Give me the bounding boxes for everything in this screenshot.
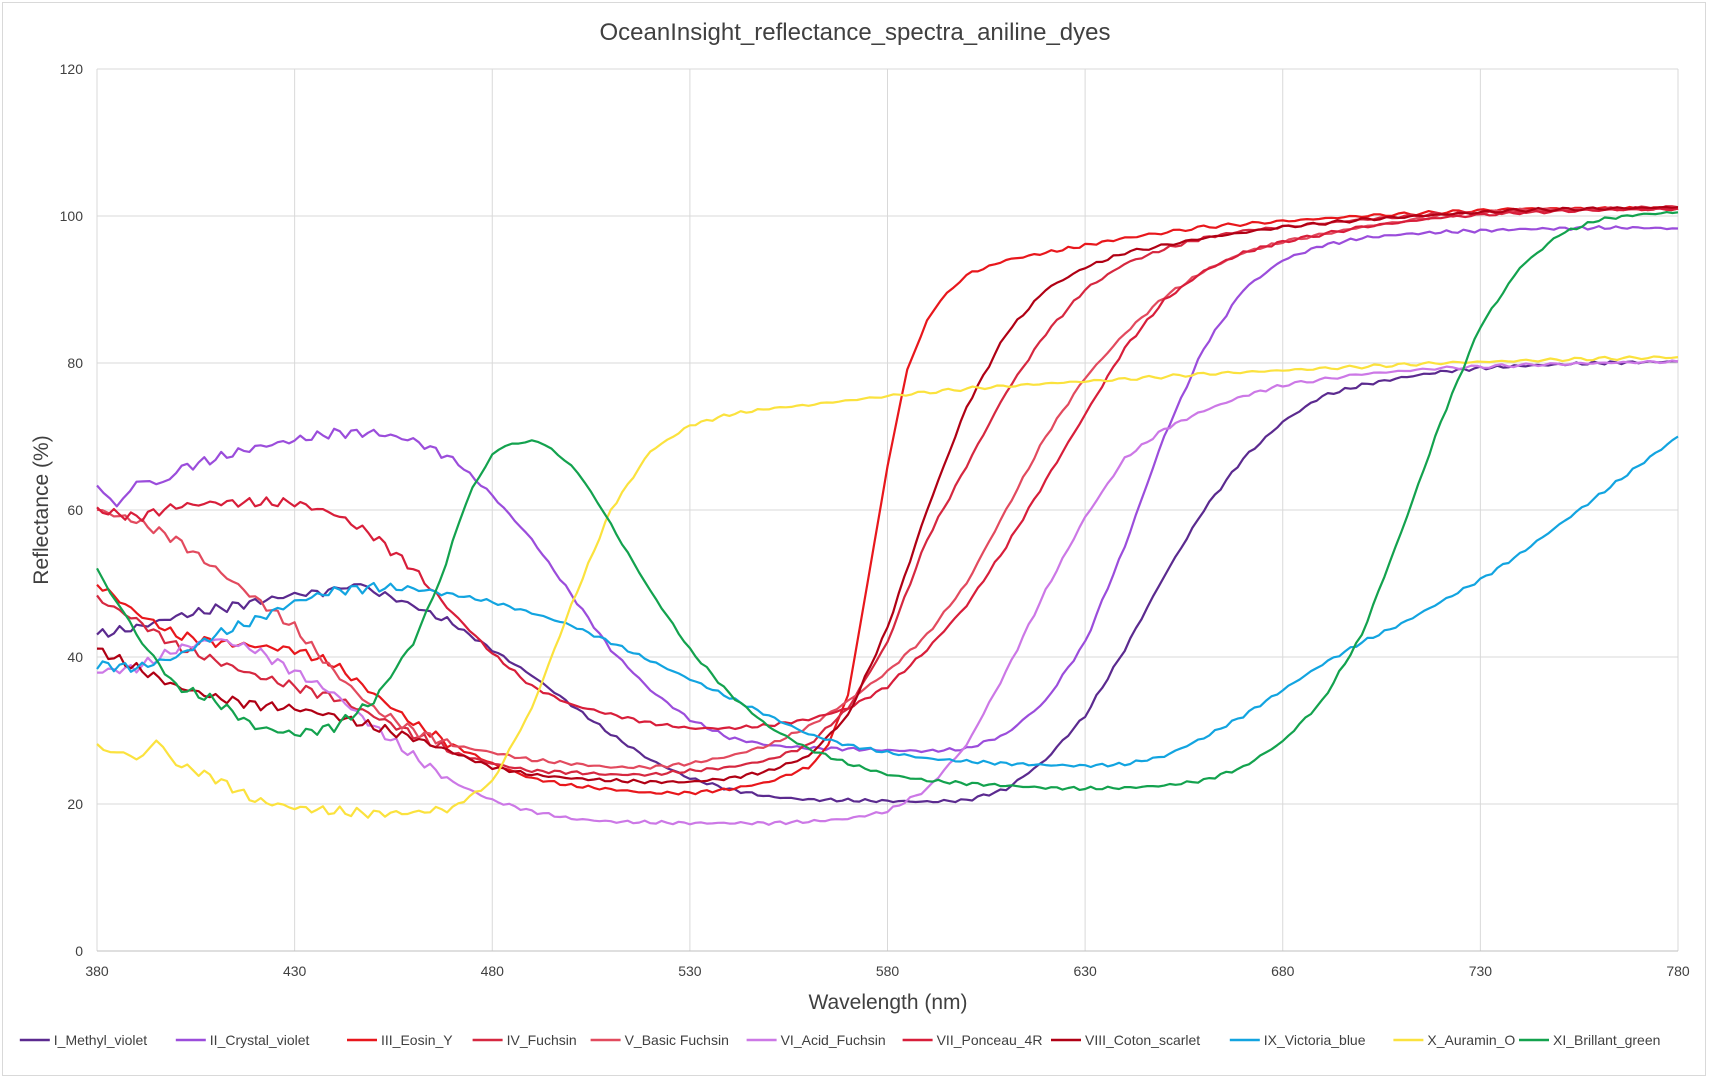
y-axis-title: Reflectance (%) xyxy=(30,435,53,584)
x-tick-label: 530 xyxy=(678,963,702,979)
legend-item: II_Crystal_violet xyxy=(175,1032,310,1048)
y-tick-label: 0 xyxy=(75,943,83,959)
x-tick-label: 430 xyxy=(283,963,307,979)
series-line xyxy=(96,205,1679,796)
legend-item: VII_Ponceau_4R xyxy=(902,1032,1043,1048)
legend-label: I_Methyl_violet xyxy=(54,1032,147,1048)
legend-label: IX_Victoria_blue xyxy=(1264,1032,1366,1048)
y-tick-label: 100 xyxy=(60,208,84,224)
x-tick-label: 580 xyxy=(876,963,900,979)
legend-label: III_Eosin_Y xyxy=(381,1032,453,1048)
series-line xyxy=(96,360,1679,804)
legend-label: VII_Ponceau_4R xyxy=(937,1032,1043,1048)
x-tick-label: 630 xyxy=(1073,963,1097,979)
legend-item: V_Basic Fuchsin xyxy=(590,1032,729,1048)
legend-item: I_Methyl_violet xyxy=(19,1032,147,1048)
legend-item: IV_Fuchsin xyxy=(472,1032,577,1048)
axes: 0 20 40 60 80 100 120 380 430 480 530 580 630 680 730 7… xyxy=(60,61,1690,979)
legend-label: II_Crystal_violet xyxy=(210,1032,310,1048)
x-tick-label: 780 xyxy=(1666,963,1690,979)
gridlines xyxy=(96,68,1679,952)
series-line xyxy=(96,225,1679,754)
series-lines xyxy=(96,205,1679,826)
x-tick-label: 380 xyxy=(85,963,109,979)
y-tick-label: 40 xyxy=(67,649,83,665)
legend-item: VI_Acid_Fuchsin xyxy=(746,1032,886,1048)
series-line xyxy=(96,435,1679,769)
legend: I_Methyl_violet II_Crystal_violet III_Eosi… xyxy=(19,1032,1660,1048)
legend-label: V_Basic Fuchsin xyxy=(625,1032,729,1048)
series-line xyxy=(96,207,1679,731)
y-tick-label: 80 xyxy=(67,355,83,371)
x-tick-label: 680 xyxy=(1271,963,1295,979)
y-tick-label: 120 xyxy=(60,61,84,77)
series-line xyxy=(96,205,1679,785)
series-line xyxy=(97,359,1679,826)
legend-item: XI_Brillant_green xyxy=(1519,1032,1660,1048)
legend-item: X_Auramin_O xyxy=(1393,1032,1515,1048)
chart-title: OceanInsight_reflectance_spectra_aniline… xyxy=(600,19,1111,46)
legend-label: VIII_Coton_scarlet xyxy=(1085,1032,1200,1048)
series-line xyxy=(96,355,1679,819)
legend-label: X_Auramin_O xyxy=(1427,1032,1515,1048)
y-tick-label: 20 xyxy=(67,796,83,812)
y-tick-label: 60 xyxy=(67,502,83,518)
legend-item: III_Eosin_Y xyxy=(347,1032,453,1048)
x-tick-label: 730 xyxy=(1469,963,1493,979)
legend-item: VIII_Coton_scarlet xyxy=(1051,1032,1200,1048)
legend-label: XI_Brillant_green xyxy=(1553,1032,1660,1048)
legend-item: IX_Victoria_blue xyxy=(1229,1032,1366,1048)
x-axis-title: Wavelength (nm) xyxy=(808,991,967,1014)
legend-label: VI_Acid_Fuchsin xyxy=(781,1032,886,1048)
x-tick-label: 480 xyxy=(481,963,505,979)
legend-label: IV_Fuchsin xyxy=(507,1032,577,1048)
series-line xyxy=(96,211,1679,792)
